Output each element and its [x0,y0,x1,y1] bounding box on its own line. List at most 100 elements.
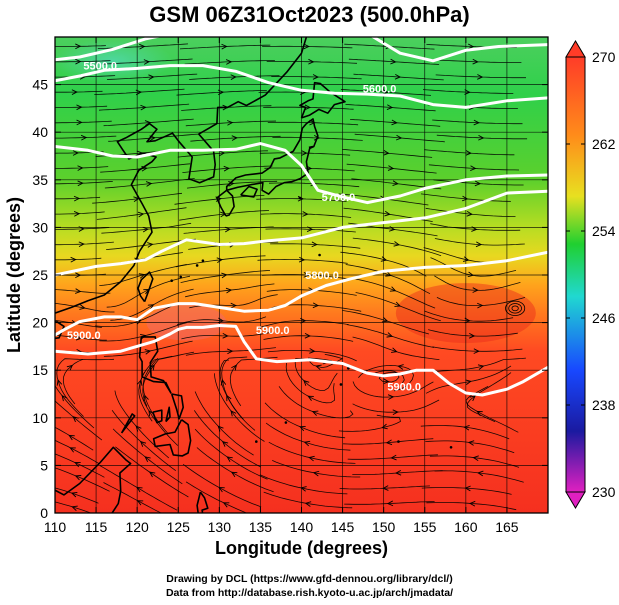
streamline-arrow [467,440,475,446]
streamline-arrow [381,423,388,430]
streamline [342,310,430,335]
credit-data: Data from http://database.rish.kyoto-u.a… [165,587,454,599]
streamline [259,152,351,156]
streamline-arrow [148,471,156,478]
y-tick-label: 15 [32,362,48,378]
streamline [260,213,352,218]
streamline-arrow [467,271,475,278]
streamline-arrow [300,317,307,324]
streamline-arrow [221,43,228,50]
streamline [264,167,355,172]
streamline [350,119,441,127]
streamline [55,166,109,169]
streamline [55,358,95,429]
streamline [429,455,520,468]
streamline [421,487,512,495]
colorbar-label: 262 [592,136,616,152]
streamline [96,207,187,220]
coastline [55,37,308,314]
streamline-arrow [74,475,82,481]
streamline-arrow [472,287,479,293]
coastline [120,413,136,434]
coastline [152,419,192,457]
streamline [176,90,267,96]
streamline [348,58,440,65]
streamline-arrow [386,332,394,338]
streamline-arrow [80,134,88,141]
streamline [181,105,272,111]
streamline-arrow [298,256,306,263]
streamline [185,120,277,127]
y-axis-label: Latitude (degrees) [4,197,24,353]
streamline-arrow [136,500,144,506]
streamline-arrow [477,74,484,80]
streamline [100,163,191,173]
streamline [184,60,275,65]
streamline-arrow [303,272,310,278]
coastline [55,320,65,340]
streamline-arrow [72,416,79,423]
streamline [142,357,169,434]
streamline-arrow [312,470,320,477]
y-tick-label: 30 [32,219,48,235]
streamline [432,119,523,125]
streamline-arrow [148,74,155,81]
streamline [358,364,414,392]
streamline [55,257,102,261]
map-title: GSM 06Z31Oct2023 (500.0hPa) [149,2,470,27]
coastline [55,446,132,513]
streamline [108,133,199,142]
y-axis: 0 5 10 15 20 25 30 35 40 45 [32,77,548,521]
streamline [430,59,522,63]
streamline-arrow [216,257,224,263]
streamline-arrow [462,256,470,262]
streamline [196,447,274,493]
streamline-arrow [143,289,150,295]
streamline [103,340,193,357]
streamline-arrow [468,332,476,339]
streamline [433,179,524,186]
streamline [272,460,361,478]
coastline [170,393,184,420]
streamline-arrow [139,440,147,447]
streamline-arrow [225,287,233,294]
streamline [55,334,107,341]
streamline [345,264,431,295]
streamline-arrow [301,150,308,156]
streamline-arrow [302,211,309,217]
contour-label: 5800.0 [305,270,339,282]
streamline-arrow [299,425,306,432]
credit-drawing: Drawing by DCL (https://www.gfd-dennou.o… [166,573,453,585]
streamline [422,89,514,94]
streamline-arrow [230,471,238,478]
colorbar-bottom-arrow [565,491,586,509]
streamline-arrow [304,501,312,507]
coastline [299,81,346,119]
contour-label: 5700.0 [322,192,356,204]
streamline-arrow [478,134,485,141]
streamline [115,446,189,498]
streamline [436,134,528,140]
x-tick-label: 135 [249,519,273,535]
x-tick-label: 160 [454,519,478,535]
contour-line [55,324,548,397]
streamline-arrow [76,104,83,111]
streamline-arrow [464,89,471,95]
streamline-arrow [217,89,225,96]
streamline [193,410,262,468]
island [201,259,205,263]
streamline-arrow [61,394,68,402]
streamline-arrow [475,241,483,248]
streamline [285,362,336,404]
streamline [342,149,433,158]
streamline [294,358,338,391]
streamline-arrow [136,486,143,493]
streamline [55,302,115,313]
streamline [138,355,173,422]
colorbar-label: 254 [592,223,616,239]
streamline [270,243,361,249]
streamline [355,292,441,322]
streamline-arrow [464,317,471,324]
streamline-arrow [393,241,400,247]
